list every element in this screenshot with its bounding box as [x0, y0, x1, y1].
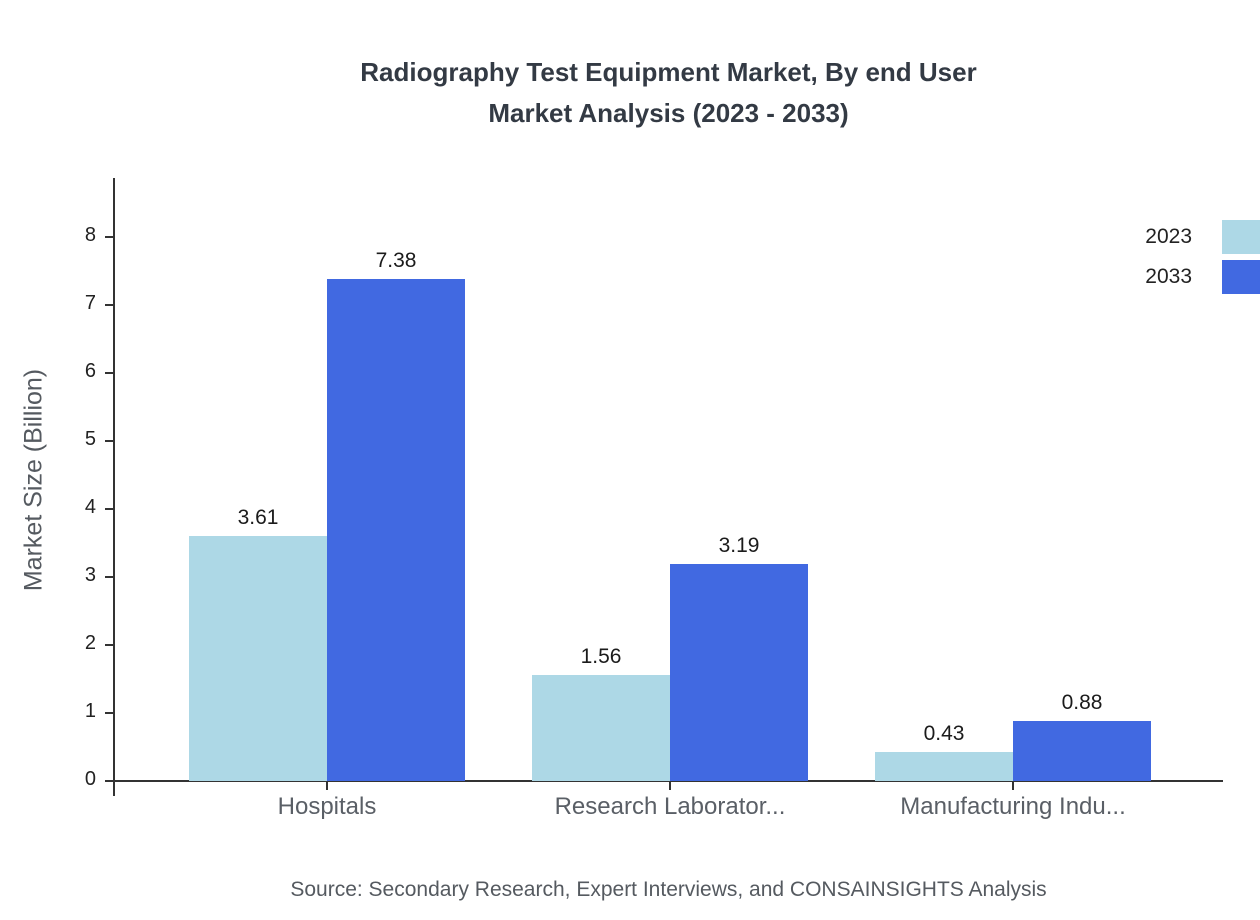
y-tick-label: 8 — [84, 224, 96, 246]
y-axis-line — [113, 178, 115, 796]
legend-swatch-2033 — [1222, 260, 1260, 294]
y-tick-mark — [105, 508, 113, 510]
y-tick-mark — [105, 304, 113, 306]
legend-item-2033: 2033 — [1050, 259, 1260, 295]
y-tick-label: 3 — [84, 564, 96, 586]
chart-title: Radiography Test Equipment Market, By en… — [115, 52, 1222, 134]
bar-value-label: 0.43 — [923, 722, 965, 745]
legend-item-2023: 2023 — [1050, 219, 1260, 255]
bar-value-label: 3.19 — [718, 534, 760, 557]
bar-value-label: 3.61 — [237, 506, 279, 529]
x-category-label: Manufacturing Indu... — [900, 793, 1126, 820]
y-tick-mark — [105, 712, 113, 714]
y-tick-mark — [105, 440, 113, 442]
chart-title-line-1: Radiography Test Equipment Market, By en… — [360, 57, 977, 87]
y-tick-mark — [105, 644, 113, 646]
x-category-label: Research Laborator... — [554, 793, 786, 820]
y-tick-mark — [105, 576, 113, 578]
legend-swatch-2023 — [1222, 220, 1260, 254]
bar-2033-3 — [1013, 721, 1151, 781]
y-tick-mark — [105, 236, 113, 238]
x-category-label: Hospitals — [277, 793, 377, 820]
y-tick-label: 6 — [84, 360, 96, 382]
bar-value-label: 7.38 — [375, 249, 417, 272]
bar-value-label: 1.56 — [580, 645, 622, 668]
y-tick-label: 5 — [84, 428, 96, 450]
y-tick-label: 2 — [84, 632, 96, 654]
bar-2033-2 — [670, 564, 808, 781]
legend-label-2033: 2033 — [1145, 265, 1192, 288]
source-text: Source: Secondary Research, Expert Inter… — [290, 878, 1047, 901]
y-tick-label: 7 — [84, 292, 96, 314]
x-tick-mark — [326, 782, 328, 790]
bar-2023-3 — [875, 752, 1013, 781]
y-tick-label: 1 — [84, 700, 96, 722]
x-axis-line — [113, 780, 1223, 782]
x-tick-mark — [669, 782, 671, 790]
legend-label-2023: 2023 — [1145, 225, 1192, 248]
chart-title-line-2: Market Analysis (2023 - 2033) — [488, 98, 849, 128]
bar-2023-1 — [189, 536, 327, 781]
bar-value-label: 0.88 — [1061, 691, 1103, 714]
y-tick-label: 4 — [84, 496, 96, 518]
y-tick-label: 0 — [84, 768, 96, 790]
y-tick-mark — [105, 372, 113, 374]
x-tick-mark — [1012, 782, 1014, 790]
y-tick-mark — [105, 780, 113, 782]
bar-2023-2 — [532, 675, 670, 781]
bar-2033-1 — [327, 279, 465, 781]
